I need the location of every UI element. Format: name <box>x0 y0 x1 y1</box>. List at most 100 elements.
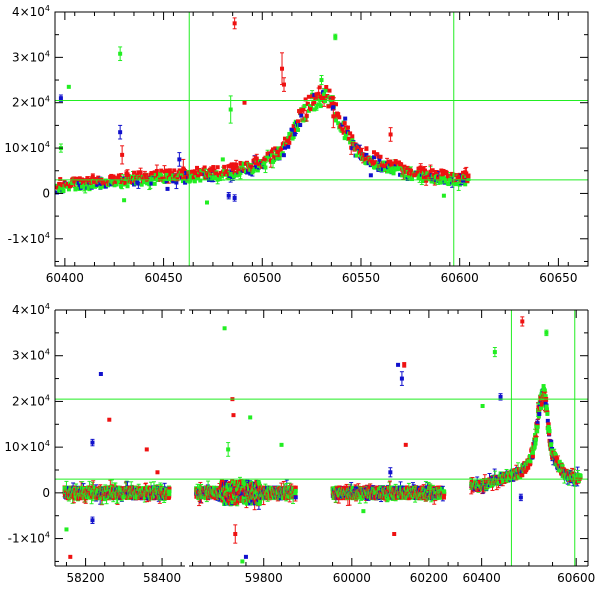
data-point-green <box>82 184 87 189</box>
data-point-red <box>312 100 317 105</box>
data-point-red <box>56 185 61 190</box>
data-point-green <box>124 175 129 180</box>
data-point-red <box>231 413 236 418</box>
data-point-red <box>327 88 332 93</box>
data-point-red <box>293 485 298 490</box>
data-point-red <box>269 149 274 154</box>
data-point-blue <box>281 153 286 158</box>
data-point-red <box>268 158 273 163</box>
data-point-red <box>378 154 383 159</box>
data-point-red <box>279 146 284 151</box>
data-point-green <box>222 168 227 173</box>
data-point-red <box>91 179 96 184</box>
data-point-green <box>342 136 347 141</box>
data-point-green <box>244 496 249 501</box>
data-point-green <box>277 155 282 160</box>
data-point-red <box>345 125 350 130</box>
data-point-red <box>375 152 380 157</box>
data-point-red <box>319 96 324 101</box>
data-point-blue <box>430 177 435 182</box>
data-point-green <box>66 187 71 192</box>
data-point-red <box>238 161 243 166</box>
data-point-red <box>196 173 201 178</box>
data-point-blue <box>118 130 123 135</box>
data-point-red <box>388 159 393 164</box>
data-point-green <box>244 501 249 506</box>
data-point-green <box>235 173 240 178</box>
data-point-green <box>272 158 277 163</box>
data-point-green <box>159 173 164 178</box>
data-point-green <box>57 188 62 193</box>
data-point-red <box>284 142 289 147</box>
data-point-green <box>433 175 438 180</box>
data-point-red <box>466 173 471 178</box>
data-point-red <box>464 171 469 176</box>
data-point-green <box>416 175 421 180</box>
data-point-red <box>431 172 436 177</box>
data-point-red <box>138 170 143 175</box>
data-point-red <box>231 165 236 170</box>
data-point-red <box>386 162 391 167</box>
data-point-green <box>87 187 92 192</box>
data-point-red <box>191 175 196 180</box>
data-point-green <box>61 188 66 193</box>
data-point-red <box>235 166 240 171</box>
data-point-red <box>444 170 449 175</box>
data-point-red <box>129 180 134 185</box>
y-tick-label: 0 <box>42 186 50 200</box>
data-point-red <box>456 175 461 180</box>
data-point-red <box>162 169 167 174</box>
data-point-red <box>402 164 407 169</box>
data-point-red <box>392 161 397 166</box>
data-point-green <box>309 104 314 109</box>
data-point-red <box>273 146 278 151</box>
data-point-green <box>192 179 197 184</box>
data-point-green <box>253 167 258 172</box>
data-point-blue <box>55 190 59 195</box>
data-point-red <box>440 172 445 177</box>
data-point-blue <box>226 193 231 198</box>
data-point-green <box>92 485 97 490</box>
data-point-red <box>303 97 308 102</box>
data-point-red <box>212 168 217 173</box>
data-point-red <box>305 101 310 106</box>
data-point-green <box>226 447 231 452</box>
data-point-green <box>185 178 190 183</box>
data-point-red <box>233 532 238 536</box>
data-point-red <box>389 163 394 168</box>
data-point-red <box>356 144 361 149</box>
data-point-red <box>337 115 342 120</box>
data-point-red <box>242 100 247 105</box>
data-point-red <box>292 124 297 129</box>
data-point-red <box>370 161 375 166</box>
plot-frame <box>54 11 589 267</box>
data-point-red <box>133 179 138 184</box>
top-panel: 60400 60450 60500 60550 60600 60650 4×104 3×104… <box>4 4 589 285</box>
data-point-red <box>226 164 231 169</box>
data-point-red <box>181 166 186 171</box>
data-point-red <box>418 165 423 170</box>
data-point-green <box>248 415 253 420</box>
data-point-blue <box>183 180 188 185</box>
data-point-green <box>312 107 317 112</box>
data-point-red <box>58 177 63 182</box>
data-point-red <box>271 147 276 152</box>
data-point-green <box>189 174 194 179</box>
data-point-green <box>395 167 400 172</box>
data-point-green <box>274 152 279 157</box>
data-point-red <box>358 148 363 153</box>
data-point-green <box>391 171 396 176</box>
data-point-green <box>152 181 157 186</box>
data-point-green <box>446 182 451 187</box>
data-point-red <box>144 447 149 452</box>
data-point-blue <box>377 157 382 162</box>
data-point-green <box>162 179 167 184</box>
data-point-red <box>68 554 73 559</box>
data-point-green <box>145 181 150 186</box>
data-point-red <box>132 170 137 175</box>
data-point-green <box>466 177 471 182</box>
data-point-green <box>403 174 408 179</box>
data-point-red <box>264 157 269 162</box>
data-point-green <box>410 177 415 182</box>
data-point-blue <box>95 182 100 187</box>
